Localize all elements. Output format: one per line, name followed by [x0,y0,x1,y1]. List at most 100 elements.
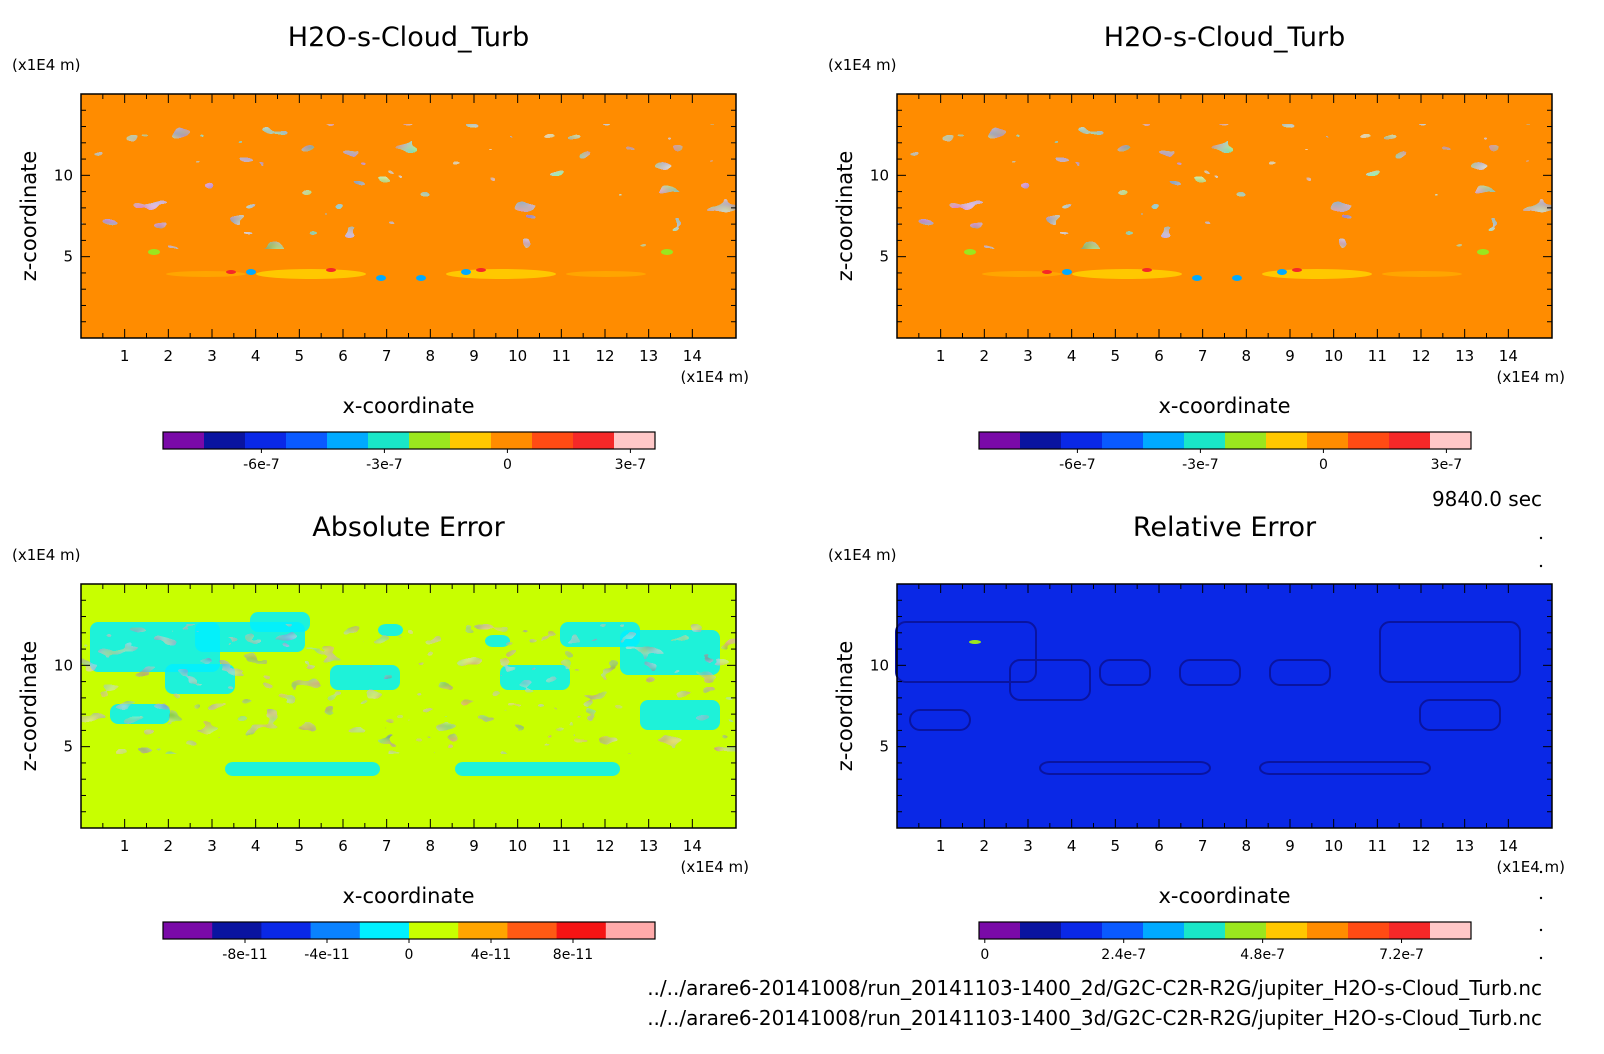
cloud-spot-2 [1192,275,1202,281]
error-contour-6 [1419,699,1501,731]
x-tick-label: 3 [207,837,217,855]
y-axis-label: z-coordinate [17,151,41,282]
y-tick-label: 10 [54,656,73,674]
edge-dot-4 [1539,928,1543,932]
x-tick-label: 14 [1499,347,1518,365]
colorbar-swatch [1143,432,1185,449]
edge-dot-1 [1539,564,1543,568]
colorbar-tick-label: -4e-11 [304,947,349,963]
error-contour-2 [1099,659,1151,686]
colorbar-swatch [458,922,508,939]
colorbar-swatch [1430,432,1472,449]
x-tick-label: 7 [1198,347,1208,365]
x-tick-label: 10 [508,837,527,855]
x-tick-label: 9 [1285,347,1295,365]
colorbar-tick-label: 4.8e-7 [1240,947,1285,963]
cloud-band-left [1072,269,1182,279]
cloud-spot-red-2 [1292,268,1302,272]
cloud-spot-red-0 [226,270,236,274]
cloud-band-edge-left [166,271,246,277]
y-axis-label: z-coordinate [833,151,857,282]
colorbar-swatch [1143,922,1185,939]
x-tick-label: 2 [980,837,990,855]
colorbar-swatch [507,922,558,939]
chart-title: H2O-s-Cloud_Turb [288,22,529,53]
x-tick-label: 8 [1242,837,1252,855]
x-tick-label: 5 [1111,837,1121,855]
cloud-spot-green-left [964,249,976,255]
chart-title: Relative Error [1133,512,1317,543]
cloud-spot-red-1 [326,268,336,272]
colorbar-tick-label: 0 [405,947,414,963]
colorbar-swatch [979,432,1021,449]
x-tick-label: 1 [936,347,946,365]
cloud-field-upper [81,124,736,249]
colorbar-swatch [163,922,213,939]
x-tick-label: 9 [469,347,479,365]
error-contour-5 [1379,621,1521,683]
x-tick-label: 2 [980,347,990,365]
x-tick-label: 14 [683,347,702,365]
cloud-band-right [1262,269,1372,279]
x-tick-label: 12 [595,837,614,855]
chart-panel-4: Relative Error(x1E4 m)1 2 3 4 5 6 7 8 9 10 11 12 13 1… [828,512,1565,963]
cloud-spot-0 [1062,269,1072,275]
x-tick-label: 14 [1499,837,1518,855]
x-tick-label: 4 [251,347,261,365]
colorbar-swatch [204,432,246,449]
colorbar-tick-label: -6e-7 [1059,457,1096,473]
y-tick-label: 5 [879,248,889,266]
colorbar-swatch [359,922,410,939]
colorbar-swatch [532,432,574,449]
y-tick-label: 5 [63,248,73,266]
error-spot [969,640,981,644]
colorbar-swatch [614,432,656,449]
colorbar-swatch [979,922,1021,939]
colorbar-swatch [310,922,361,939]
x-tick-label: 13 [639,837,658,855]
field-background [897,584,1552,828]
error-contour-9 [909,709,971,731]
x-tick-label: 1 [120,837,130,855]
colorbar-swatch [1102,432,1144,449]
colorbar-swatch [1102,922,1144,939]
x-tick-label: 6 [1154,347,1164,365]
cloud-spot-green-right [1477,249,1489,255]
x-tick-label: 11 [1368,347,1387,365]
colorbar-swatch [573,432,615,449]
x-tick-label: 1 [936,837,946,855]
colorbar-swatch [327,432,369,449]
colorbar-tick-label: 2.4e-7 [1101,947,1146,963]
colorbar-swatch [1430,922,1472,939]
x-tick-label: 8 [1242,347,1252,365]
error-contour-4 [1269,659,1331,686]
y-tick-label: 10 [870,656,889,674]
x-tick-label: 9 [469,837,479,855]
x-tick-label: 3 [1023,837,1033,855]
x-axis-label: x-coordinate [1158,394,1290,418]
colorbar-swatch [1348,922,1390,939]
x-tick-label: 12 [1411,347,1430,365]
x-tick-label: 7 [1198,837,1208,855]
cloud-spot-3 [1232,275,1242,281]
colorbar-swatch [1184,432,1226,449]
y-tick-label: 5 [63,738,73,756]
chart-title: Absolute Error [312,512,505,543]
colorbar-swatch [1266,922,1308,939]
cloud-band-edge-right [1382,271,1462,277]
colorbar-swatch [1307,432,1349,449]
x-unit-label: (x1E4 m) [1496,368,1565,386]
x-tick-label: 11 [552,347,571,365]
x-tick-label: 4 [1067,347,1077,365]
colorbar-swatch [450,432,492,449]
x-tick-label: 8 [426,347,436,365]
colorbar-swatch [212,922,262,939]
x-tick-label: 14 [683,837,702,855]
x-tick-label: 3 [207,347,217,365]
colorbar-swatch [1020,432,1062,449]
x-axis-label: x-coordinate [342,394,474,418]
colorbar-swatch [1266,432,1308,449]
edge-dot-3 [1539,896,1543,900]
colorbar-frame [978,431,1472,450]
